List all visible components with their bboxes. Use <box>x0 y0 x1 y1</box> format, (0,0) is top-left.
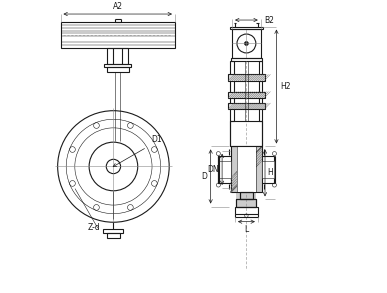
Bar <box>219 161 231 178</box>
Circle shape <box>245 42 248 45</box>
Bar <box>262 161 274 178</box>
Text: L: L <box>244 225 248 234</box>
Bar <box>236 199 257 207</box>
Text: H: H <box>267 168 273 177</box>
Bar <box>230 27 263 29</box>
Bar <box>230 61 234 121</box>
Bar <box>60 22 175 48</box>
Bar <box>232 29 261 58</box>
Text: DN: DN <box>207 165 219 174</box>
Bar <box>236 192 257 207</box>
Bar <box>231 58 262 61</box>
Bar <box>218 156 219 183</box>
Bar <box>231 146 262 192</box>
Bar <box>240 192 253 199</box>
Bar <box>236 199 257 207</box>
Text: A2: A2 <box>113 1 123 11</box>
Bar <box>228 91 265 98</box>
Text: Z-d: Z-d <box>88 224 101 232</box>
Text: H2: H2 <box>280 82 290 91</box>
Bar <box>230 121 262 146</box>
Bar <box>240 192 253 199</box>
Bar <box>228 74 265 81</box>
Bar <box>103 229 123 233</box>
Text: D: D <box>201 172 207 181</box>
Bar <box>235 207 258 214</box>
Bar <box>107 233 120 238</box>
Text: D1: D1 <box>151 135 162 144</box>
Text: B2: B2 <box>264 16 274 25</box>
Bar <box>107 48 128 64</box>
Bar <box>231 146 262 192</box>
Bar <box>228 103 265 109</box>
Bar <box>259 61 262 121</box>
Bar <box>237 146 255 192</box>
Bar <box>104 64 132 67</box>
Bar <box>107 67 128 71</box>
